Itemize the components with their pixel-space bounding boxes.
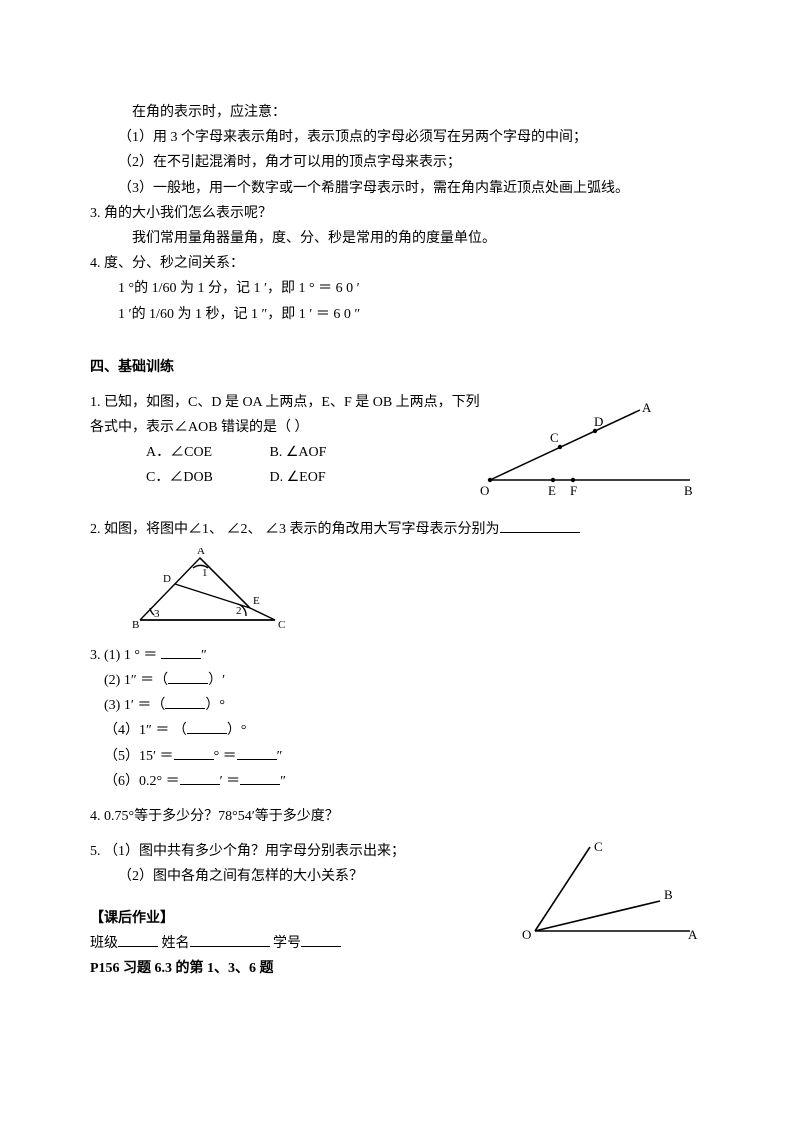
fig1-A: A — [642, 400, 652, 415]
q3-2a: (2) 1″ ＝（ — [104, 673, 168, 688]
q2-stem-prefix: 2. 如图，将图中∠1、 ∠2、 ∠3 表示的角改用大写字母表示分别为 — [90, 522, 500, 537]
q3-1-blank[interactable] — [161, 644, 201, 659]
q3-5c: ″ — [277, 749, 283, 764]
q2-stem: 2. 如图，将图中∠1、 ∠2、 ∠3 表示的角改用大写字母表示分别为 — [90, 517, 710, 542]
hw-name-label: 姓名 — [162, 936, 190, 951]
p4-head: 4. 度、分、秒之间关系： — [90, 251, 710, 276]
fig2-A: A — [197, 548, 205, 557]
q1-figure: O E F B C D A — [470, 400, 700, 500]
q1-optD: D. ∠EOF — [270, 470, 326, 485]
fig2-2: 2 — [236, 605, 242, 617]
hw-name-blank[interactable] — [190, 932, 270, 947]
q3-2: (2) 1″ ＝（ ）′ — [90, 668, 710, 693]
hw-row: 班级 姓名 学号 — [90, 931, 510, 956]
q2-figure: A B C D E 1 2 3 — [90, 548, 710, 633]
fig1-D: D — [594, 414, 603, 429]
p4-l2: 1 ′的 1/60 为 1 秒，记 1 ″，即 1 ′ ＝ 6 0 ″ — [90, 302, 710, 327]
fig2-3: 3 — [154, 608, 160, 620]
q3-3-blank[interactable] — [165, 694, 205, 709]
q3-5b: ° ＝ — [214, 749, 237, 764]
q5-l1: 5. （1）图中共有多少个角？用字母分别表示出来； — [90, 839, 510, 864]
q3-6: （6）0.2° ＝ ′ ＝ ″ — [90, 769, 710, 794]
q3-6-blank2[interactable] — [240, 770, 280, 785]
section4-title: 四、基础训练 — [90, 355, 710, 380]
intro-line1: （1）用 3 个字母来表示角时，表示顶点的字母必须写在另两个字母的中间； — [90, 125, 710, 150]
q5-l2: （2）图中各角之间有怎样的大小关系？ — [90, 864, 510, 889]
hw-class-label: 班级 — [90, 936, 118, 951]
q3-6c: ″ — [280, 774, 286, 789]
q3-3a: (3) 1′ ＝（ — [104, 698, 165, 713]
hw-class-blank[interactable] — [118, 932, 158, 947]
intro-line3: （3）一般地，用一个数字或一个希腊字母表示时，需在角内靠近顶点处画上弧线。 — [90, 176, 710, 201]
q1-optB: B. ∠AOF — [270, 445, 327, 460]
q3-5-blank2[interactable] — [237, 745, 277, 760]
q1-optA: A．∠COE — [146, 440, 266, 465]
hw-id-blank[interactable] — [301, 932, 341, 947]
q5-figure: O A B C — [510, 839, 710, 981]
hw-title: 【课后作业】 — [90, 906, 510, 931]
q3-1a: 3. (1) 1 ° ＝ — [90, 648, 161, 663]
p3-head: 3. 角的大小我们怎么表示呢？ — [90, 201, 710, 226]
q3-4-blank[interactable] — [187, 719, 227, 734]
fig2-1: 1 — [202, 567, 208, 579]
fig1-B: B — [684, 483, 693, 498]
hw-assign: P156 习题 6.3 的第 1、3、6 题 — [90, 956, 510, 981]
fig2-B: B — [132, 619, 139, 631]
fig1-F: F — [570, 483, 577, 498]
intro-line2: （2）在不引起混淆时，角才可以用的顶点字母来表示； — [90, 150, 710, 175]
fig3-B: B — [664, 887, 673, 902]
q3-4b: ）° — [227, 723, 247, 738]
fig3-C: C — [594, 839, 603, 854]
q3-4a: （4）1″ ＝ （ — [104, 723, 187, 738]
q1-optC: C．∠DOB — [146, 465, 266, 490]
q3-3b: ）° — [205, 698, 225, 713]
q2-blank[interactable] — [500, 518, 580, 533]
fig1-O: O — [480, 483, 489, 498]
p3-body: 我们常用量角器量角，度、分、秒是常用的角的度量单位。 — [90, 226, 710, 251]
p4-l1: 1 °的 1/60 为 1 分，记 1 ′，即 1 ° ＝ 6 0 ′ — [90, 276, 710, 301]
q3-6-blank1[interactable] — [180, 770, 220, 785]
q3-5-blank1[interactable] — [174, 745, 214, 760]
q5-block: 5. （1）图中共有多少个角？用字母分别表示出来； （2）图中各角之间有怎样的大… — [90, 839, 710, 981]
hw-id-label: 学号 — [273, 936, 301, 951]
q3-5a: （5）15′ ＝ — [104, 749, 174, 764]
fig2-D: D — [163, 573, 171, 585]
fig3-O: O — [522, 927, 531, 942]
q2-block: 2. 如图，将图中∠1、 ∠2、 ∠3 表示的角改用大写字母表示分别为 A B … — [90, 517, 710, 633]
q3-6a: （6）0.2° ＝ — [104, 774, 180, 789]
fig2-E: E — [253, 595, 260, 607]
q3-3: (3) 1′ ＝（ ）° — [90, 693, 710, 718]
q1-block: 1. 已知，如图，C、D 是 OA 上两点，E、F 是 OB 上两点，下列各式中… — [90, 390, 710, 491]
fig2-C: C — [278, 619, 285, 631]
fig3-A: A — [688, 927, 698, 942]
q3-5: （5）15′ ＝ ° ＝ ″ — [90, 744, 710, 769]
q3-4: （4）1″ ＝ （ ）° — [90, 718, 710, 743]
fig1-C: C — [550, 430, 559, 445]
q4: 4. 0.75°等于多少分？78°54′等于多少度？ — [90, 804, 710, 829]
q3-1: 3. (1) 1 ° ＝ ″ — [90, 643, 710, 668]
fig1-E: E — [548, 483, 556, 498]
q3-1b: ″ — [201, 648, 207, 663]
q3-block: 3. (1) 1 ° ＝ ″ (2) 1″ ＝（ ）′ (3) 1′ ＝（ ）° （… — [90, 643, 710, 794]
q3-2-blank[interactable] — [168, 669, 208, 684]
q3-2b: ）′ — [208, 673, 225, 688]
q3-6b: ′ ＝ — [220, 774, 241, 789]
intro-line0: 在角的表示时，应注意： — [90, 100, 710, 125]
